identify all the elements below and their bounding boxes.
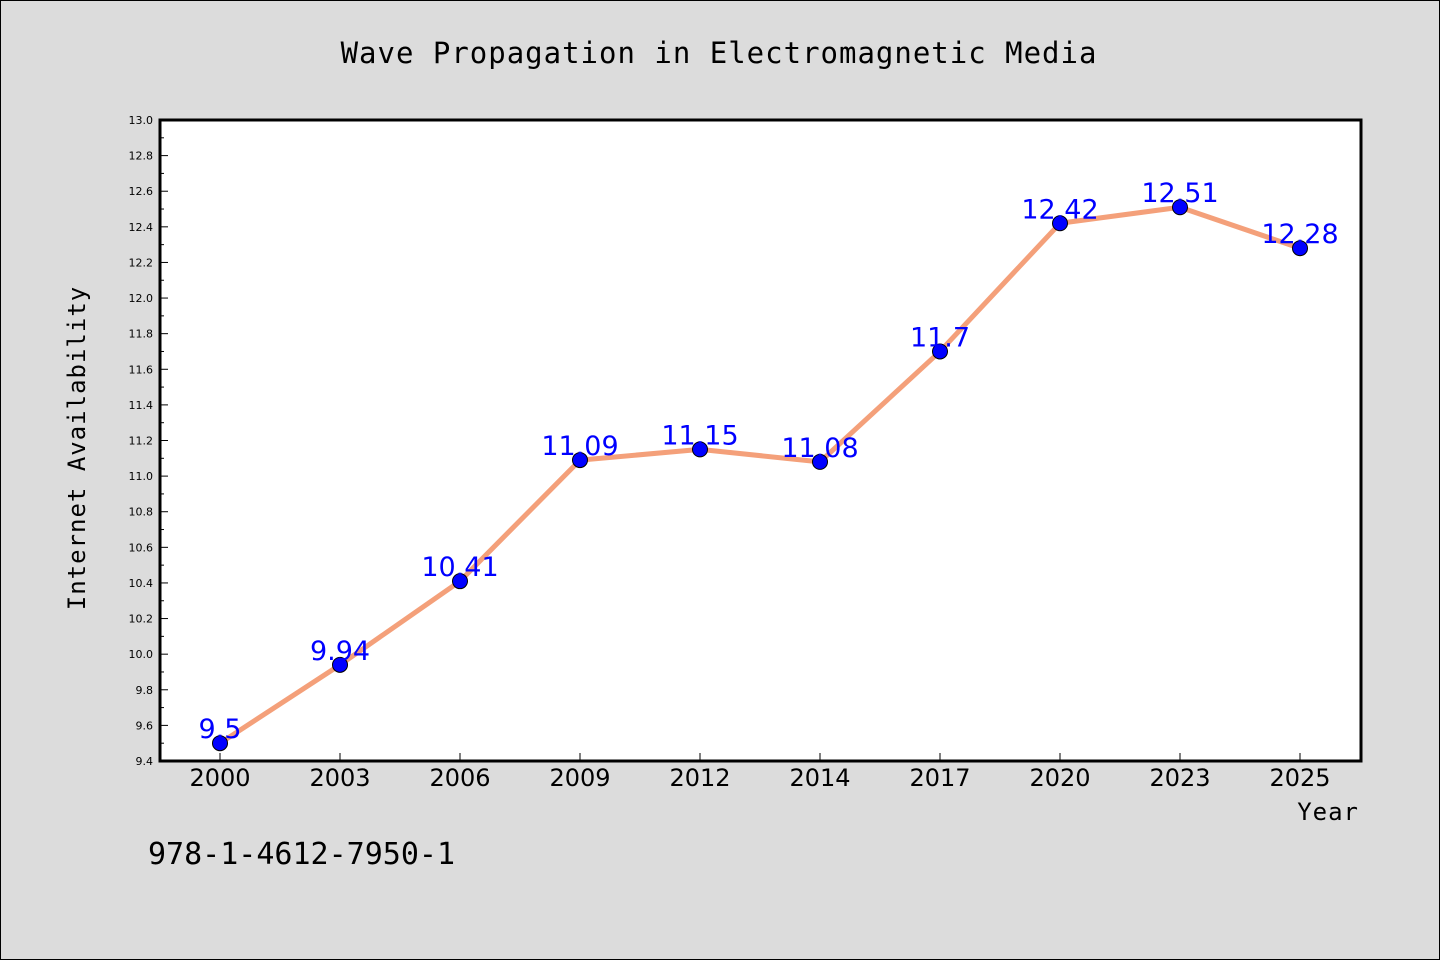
data-label: 10.41 [421, 552, 498, 583]
series-line [217, 204, 1303, 746]
series-group: 9.5 9.94 10.41 11.09 11.15 11.08 11.7 12.42 12.5… [199, 178, 1339, 752]
y-tick-label: 11.6 [129, 363, 154, 376]
data-label: 11.09 [541, 431, 618, 462]
y-tick-label: 11.0 [129, 470, 154, 483]
x-axis: 2000 2003 2006 2009 2012 2014 2017 2020 2023 2025 [189, 753, 1331, 792]
y-tick-label: 12.2 [129, 256, 154, 269]
data-label: 9.94 [310, 636, 370, 667]
y-tick-label: 11.4 [129, 399, 154, 412]
y-tick-label: 10.6 [129, 541, 154, 554]
x-tick-label: 2006 [429, 764, 490, 792]
y-tick-label: 10.4 [129, 577, 154, 590]
y-tick-label: 11.2 [129, 435, 154, 448]
plot-area [158, 118, 1363, 763]
y-tick-label: 9.6 [136, 719, 154, 732]
x-tick-label: 2009 [549, 764, 610, 792]
data-point-marker [572, 452, 588, 469]
x-tick-label: 2003 [309, 764, 370, 792]
data-point-marker [1292, 240, 1308, 257]
y-tick-label: 12.6 [129, 185, 154, 198]
data-label: 9.5 [199, 714, 242, 745]
data-label: 12.42 [1021, 194, 1098, 225]
y-axis-title: Internet Availability [63, 286, 91, 610]
y-tick-label: 10.2 [129, 613, 154, 626]
data-point-marker [1052, 215, 1068, 232]
x-tick-label: 2017 [909, 764, 970, 792]
data-label: 11.7 [910, 322, 970, 353]
data-label: 11.15 [661, 420, 738, 451]
chart-title: Wave Propagation in Electromagnetic Medi… [341, 36, 1098, 70]
y-tick-label: 10.8 [129, 506, 154, 519]
x-tick-label: 2014 [789, 764, 850, 792]
data-label: 12.28 [1261, 219, 1338, 250]
data-point-marker [1172, 199, 1188, 216]
data-point-marker [692, 441, 708, 458]
data-point-marker [812, 453, 828, 470]
data-point-marker [932, 343, 948, 360]
x-tick-label: 2025 [1269, 764, 1330, 792]
y-tick-label: 12.0 [129, 292, 154, 305]
y-tick-label: 11.8 [129, 328, 154, 341]
data-point-marker [212, 735, 228, 752]
data-point-marker [332, 656, 348, 673]
y-tick-label: 10.0 [129, 648, 154, 661]
y-tick-label: 9.8 [136, 684, 154, 697]
y-axis: 9.4 9.6 9.8 10.0 10.2 10.4 10.6 10.8 11.0 11.2 11.… [129, 114, 168, 768]
y-tick-label: 9.4 [136, 755, 154, 768]
y-tick-label: 13.0 [129, 114, 154, 127]
y-tick-label: 12.4 [129, 221, 154, 234]
x-tick-label: 2012 [669, 764, 730, 792]
data-label: 11.08 [781, 433, 858, 464]
x-axis-title: Year [1297, 798, 1359, 826]
isbn-annotation: 978-1-4612-7950-1 [148, 837, 455, 872]
x-tick-label: 2023 [1149, 764, 1210, 792]
y-tick-label: 12.8 [129, 150, 154, 163]
x-tick-label: 2020 [1029, 764, 1090, 792]
x-tick-label: 2000 [189, 764, 250, 792]
data-point-marker [452, 573, 468, 590]
data-label: 12.51 [1141, 178, 1218, 209]
